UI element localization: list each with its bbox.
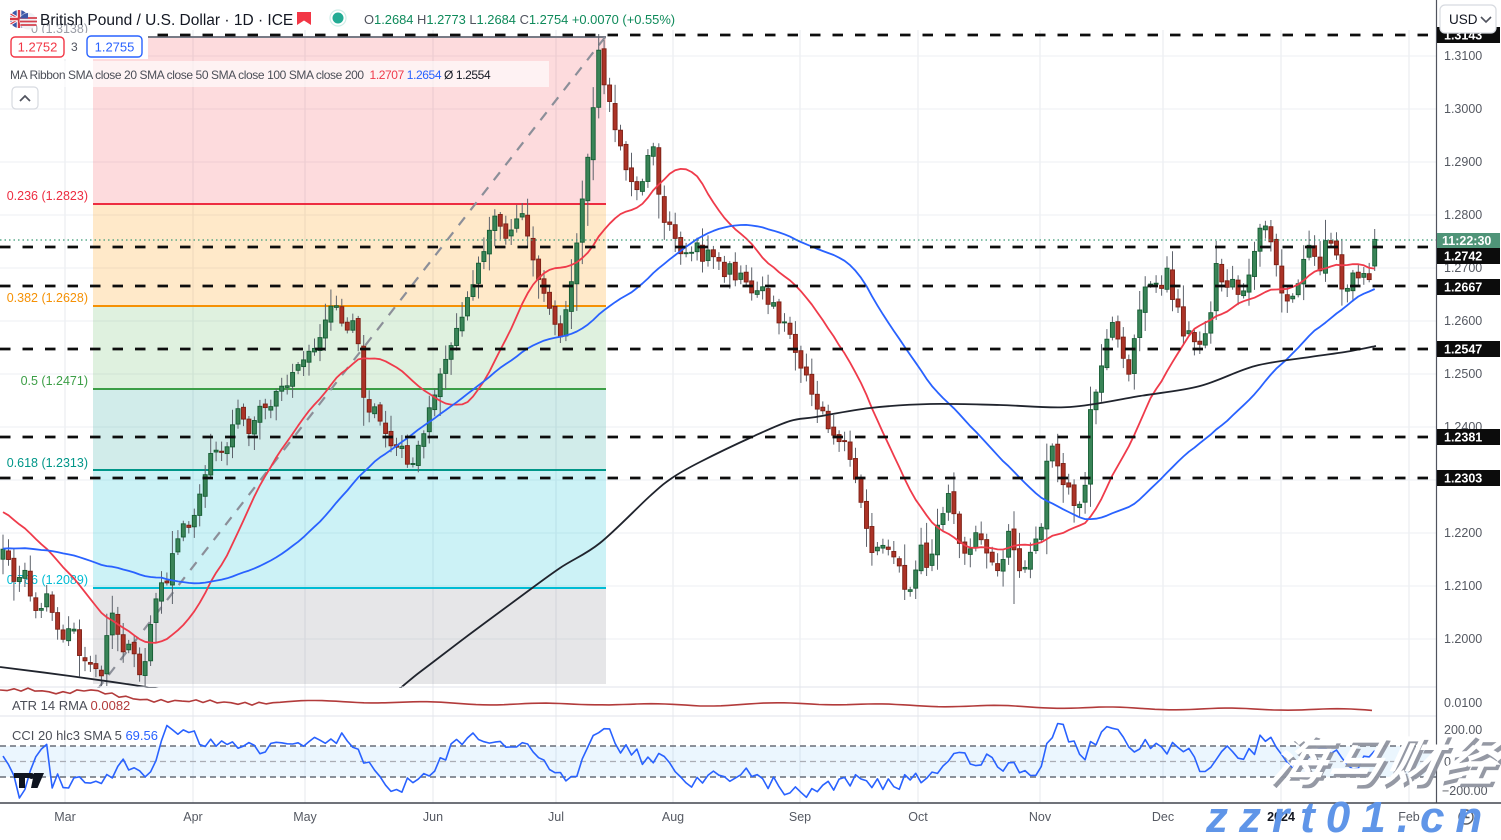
svg-text:1.2303: 1.2303 <box>1444 472 1482 486</box>
svg-text:MA Ribbon SMA close 20 SMA clo: MA Ribbon SMA close 20 SMA close 50 SMA … <box>10 68 491 82</box>
svg-text:Nov: Nov <box>1029 810 1052 824</box>
svg-text:1.3100: 1.3100 <box>1444 49 1482 63</box>
svg-text:2024: 2024 <box>1267 810 1295 824</box>
svg-text:ATR 14 RMA 0.0082: ATR 14 RMA 0.0082 <box>12 698 130 713</box>
svg-text:May: May <box>293 810 317 824</box>
svg-text:0.236 (1.2823): 0.236 (1.2823) <box>7 189 88 203</box>
svg-text:1.2200: 1.2200 <box>1444 526 1482 540</box>
svg-text:USD: USD <box>1449 12 1478 27</box>
svg-text:1.2100: 1.2100 <box>1444 579 1482 593</box>
svg-text:1.2700: 1.2700 <box>1444 261 1482 275</box>
svg-text:0.0100: 0.0100 <box>1444 696 1482 710</box>
svg-text:Feb: Feb <box>1398 810 1420 824</box>
svg-text:1.2000: 1.2000 <box>1444 632 1482 646</box>
svg-text:O1.2684 H1.2773 L1.2684 C1.275: O1.2684 H1.2773 L1.2684 C1.2754 +0.0070 … <box>364 12 675 27</box>
svg-text:1.2500: 1.2500 <box>1444 367 1482 381</box>
svg-text:1.2900: 1.2900 <box>1444 155 1482 169</box>
svg-text:−200.00: −200.00 <box>1442 784 1488 798</box>
svg-text:Sep: Sep <box>789 810 811 824</box>
svg-text:海马财经: 海马财经 <box>1265 732 1501 792</box>
svg-text:1.2547: 1.2547 <box>1444 343 1482 357</box>
svg-text:Oct: Oct <box>908 810 928 824</box>
svg-text:0.00: 0.00 <box>1444 755 1468 769</box>
svg-text:1.2600: 1.2600 <box>1444 314 1482 328</box>
svg-text:0.618 (1.2313): 0.618 (1.2313) <box>7 456 88 470</box>
svg-text:Dec: Dec <box>1152 810 1174 824</box>
svg-text:1.2755: 1.2755 <box>95 40 135 55</box>
svg-text:海马财经: 海马财经 <box>1268 735 1501 795</box>
svg-text:0.5 (1.2471): 0.5 (1.2471) <box>21 374 88 388</box>
svg-text:11:22:30: 11:22:30 <box>1442 234 1491 248</box>
svg-text:Aug: Aug <box>662 810 684 824</box>
svg-text:zzrt01.cn: zzrt01.cn <box>1205 793 1493 835</box>
svg-text:0 (1.3138): 0 (1.3138) <box>31 22 88 36</box>
svg-text:1.2381: 1.2381 <box>1444 431 1482 445</box>
svg-text:Apr: Apr <box>183 810 202 824</box>
svg-text:Jul: Jul <box>548 810 564 824</box>
svg-text:1.2742: 1.2742 <box>1444 250 1482 264</box>
svg-text:1.2667: 1.2667 <box>1444 281 1482 295</box>
svg-text:3: 3 <box>71 40 78 54</box>
svg-text:200.00: 200.00 <box>1444 723 1482 737</box>
svg-text:1.2752: 1.2752 <box>18 40 58 55</box>
svg-text:Mar: Mar <box>54 810 76 824</box>
svg-text:0.382 (1.2628): 0.382 (1.2628) <box>7 291 88 305</box>
svg-text:1.2800: 1.2800 <box>1444 208 1482 222</box>
svg-text:1.3000: 1.3000 <box>1444 102 1482 116</box>
svg-text:British Pound / U.S. Dollar ·: British Pound / U.S. Dollar · 1D · ICE <box>40 12 293 29</box>
svg-text:Jun: Jun <box>423 810 443 824</box>
svg-text:CCI 20 hlc3 SMA 5 69.56: CCI 20 hlc3 SMA 5 69.56 <box>12 728 158 743</box>
